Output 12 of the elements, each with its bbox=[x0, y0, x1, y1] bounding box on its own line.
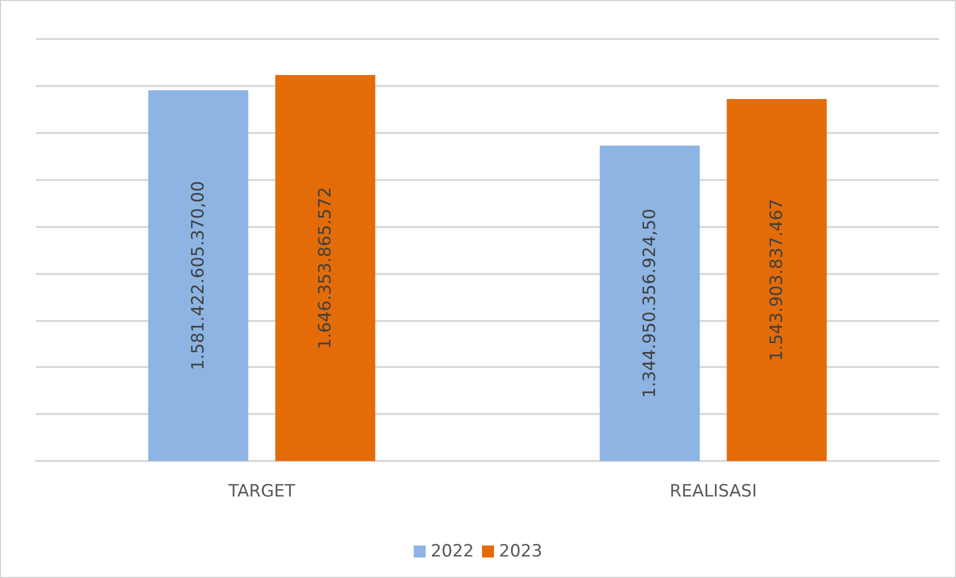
bar bbox=[275, 75, 376, 461]
bar bbox=[726, 99, 827, 461]
data-label: 1.543.903.837.467 bbox=[766, 198, 787, 362]
data-label: 1.344.950.356.924,50 bbox=[640, 208, 660, 398]
legend-label: 2022 bbox=[430, 542, 474, 562]
legend-label: 2023 bbox=[499, 542, 542, 562]
x-tick-label: REALISASI bbox=[670, 482, 757, 502]
data-label: 1.581.422.605.370,00 bbox=[188, 180, 208, 370]
x-tick-label: TARGET bbox=[227, 482, 296, 502]
data-label: 1.646.353.865.572 bbox=[315, 186, 336, 350]
bar bbox=[600, 146, 700, 461]
bar bbox=[148, 90, 248, 461]
